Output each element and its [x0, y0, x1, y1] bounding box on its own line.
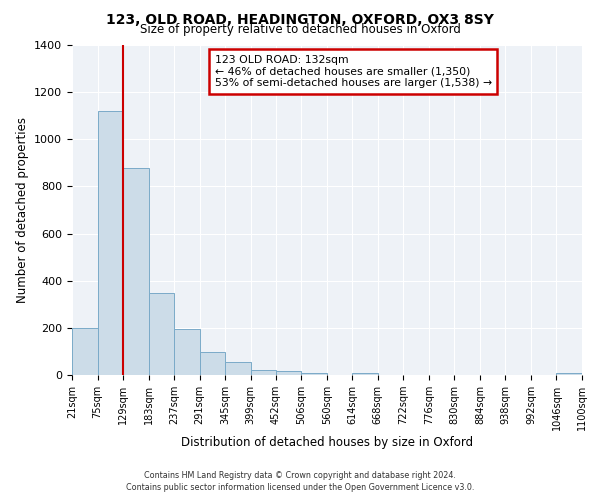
Text: 123 OLD ROAD: 132sqm
← 46% of detached houses are smaller (1,350)
53% of semi-de: 123 OLD ROAD: 132sqm ← 46% of detached h…: [215, 55, 492, 88]
Text: Size of property relative to detached houses in Oxford: Size of property relative to detached ho…: [140, 22, 460, 36]
Bar: [251, 370, 276, 375]
X-axis label: Distribution of detached houses by size in Oxford: Distribution of detached houses by size …: [181, 436, 473, 448]
Bar: [98, 111, 123, 375]
Bar: [174, 329, 200, 375]
Bar: [276, 372, 301, 375]
Bar: [225, 362, 251, 375]
Text: 123, OLD ROAD, HEADINGTON, OXFORD, OX3 8SY: 123, OLD ROAD, HEADINGTON, OXFORD, OX3 8…: [106, 12, 494, 26]
Bar: [72, 328, 98, 375]
Y-axis label: Number of detached properties: Number of detached properties: [16, 117, 29, 303]
Text: Contains HM Land Registry data © Crown copyright and database right 2024.
Contai: Contains HM Land Registry data © Crown c…: [126, 471, 474, 492]
Bar: [123, 168, 149, 375]
Bar: [556, 373, 582, 375]
Bar: [200, 352, 225, 375]
Bar: [149, 292, 174, 375]
Bar: [301, 372, 327, 375]
Bar: [352, 372, 378, 375]
